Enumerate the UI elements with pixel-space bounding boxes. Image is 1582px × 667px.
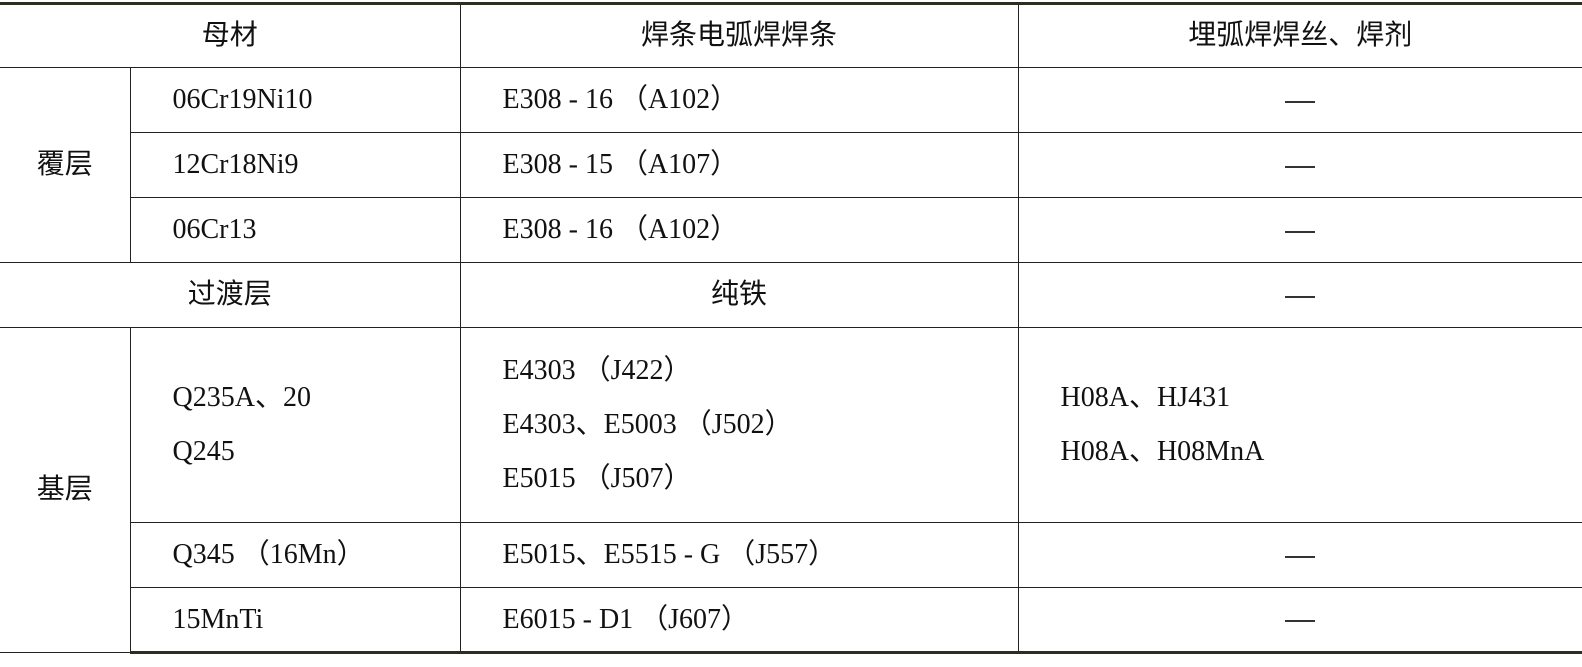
dash-icon	[1285, 555, 1316, 558]
header-electrode: 焊条电弧焊焊条	[459, 2, 1019, 68]
saw-cell	[1017, 197, 1582, 263]
table-row: 基层 Q235A、20 Q245 E4303 （J422） E4303、E500…	[0, 327, 1582, 653]
saw-line: H08A、H08MnA	[1060, 436, 1265, 467]
group-label-cladding: 覆层	[0, 67, 131, 263]
saw-cell	[1017, 587, 1582, 654]
electrode-line: E4303 （J422）	[502, 355, 692, 386]
table-row: 覆层 06Cr19Ni10 E308 - 16 （A102）	[0, 67, 1582, 263]
table-row: 15MnTi E6015 - D1 （J607）	[0, 587, 1582, 654]
table-row: Q345 （16Mn） E5015、E5515 - G （J557）	[0, 522, 1582, 588]
dash-icon	[1285, 230, 1316, 233]
electrode-line: E4303、E5003 （J502）	[502, 409, 793, 440]
group-label-base: 基层	[0, 327, 131, 653]
electrode-line: E5015 （J507）	[502, 463, 692, 494]
table-row: 06Cr13 E308 - 16 （A102）	[0, 197, 1582, 263]
electrode-cell: 纯铁	[459, 262, 1019, 328]
electrode-cell: E5015、E5515 - G （J557）	[459, 522, 1019, 588]
welding-materials-table: 母材 焊条电弧焊焊条 埋弧焊焊丝、焊剂 覆层 06Cr19Ni10 E308 -…	[0, 2, 1582, 654]
material-line: Q245	[172, 436, 235, 467]
table-row-transition: 过渡层 纯铁	[0, 262, 1582, 328]
saw-cell	[1017, 67, 1582, 133]
header-saw: 埋弧焊焊丝、焊剂	[1017, 2, 1582, 68]
saw-cell	[1017, 132, 1582, 198]
saw-cell: H08A、HJ431 H08A、H08MnA	[1017, 327, 1582, 523]
group-label-transition: 过渡层	[0, 262, 461, 328]
material-cell: 06Cr13	[130, 197, 461, 263]
material-cell: 15MnTi	[130, 587, 461, 654]
header-row: 母材 焊条电弧焊焊条 埋弧焊焊丝、焊剂	[0, 2, 1582, 68]
electrode-cell: E308 - 16 （A102）	[459, 197, 1019, 263]
material-line: Q235A、20	[172, 382, 311, 413]
saw-cell	[1017, 522, 1582, 588]
header-base-material: 母材	[0, 2, 461, 68]
electrode-cell: E308 - 16 （A102）	[459, 67, 1019, 133]
dash-icon	[1285, 100, 1316, 103]
electrode-cell: E4303 （J422） E4303、E5003 （J502） E5015 （J…	[459, 327, 1019, 523]
electrode-cell: E308 - 15 （A107）	[459, 132, 1019, 198]
material-cell: Q345 （16Mn）	[130, 522, 461, 588]
material-cell: Q235A、20 Q245	[129, 327, 461, 523]
dash-icon	[1285, 620, 1316, 623]
table-row: 12Cr18Ni9 E308 - 15 （A107）	[0, 132, 1582, 198]
material-cell: 06Cr19Ni10	[129, 67, 461, 133]
saw-line: H08A、HJ431	[1060, 382, 1231, 413]
dash-icon	[1285, 295, 1316, 298]
material-cell: 12Cr18Ni9	[130, 132, 461, 198]
dash-icon	[1285, 165, 1316, 168]
saw-cell	[1017, 262, 1582, 328]
electrode-cell: E6015 - D1 （J607）	[459, 587, 1019, 654]
